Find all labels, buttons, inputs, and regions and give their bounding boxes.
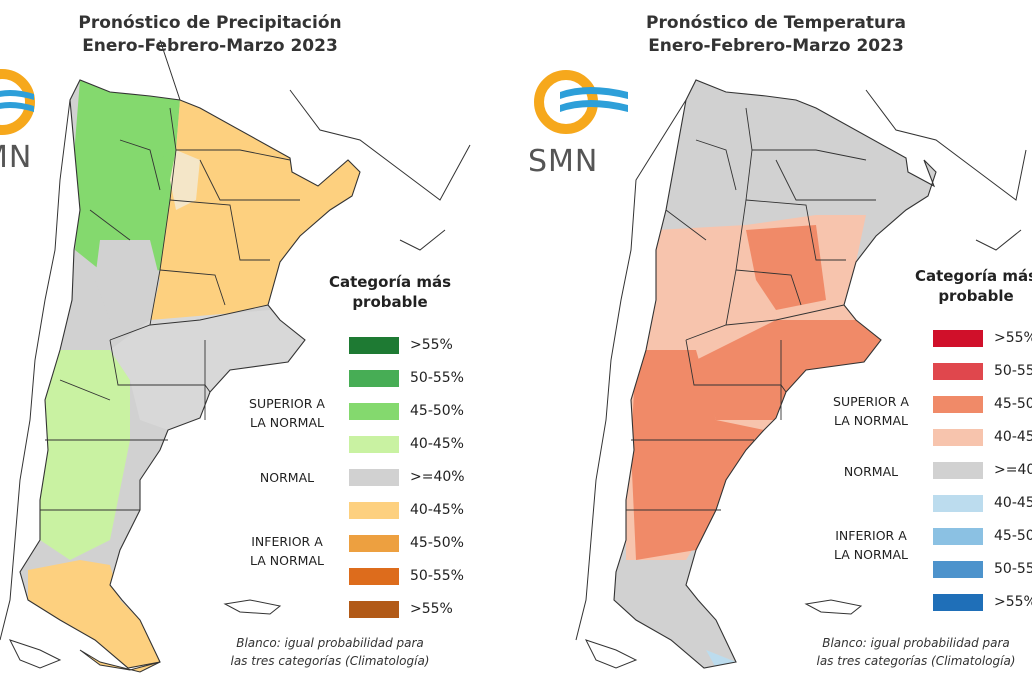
legend-item: 40-45% [932, 491, 1032, 515]
page-title: Pronóstico de Precipitación Enero-Febrer… [40, 12, 380, 58]
label-normal: NORMAL [259, 470, 315, 485]
legend-title-line-1: Categoría más [328, 273, 452, 291]
legend-swatch [348, 368, 400, 388]
legend-item: >55% [932, 590, 1032, 614]
note-line-1: Blanco: igual probabilidad para [236, 636, 424, 650]
smn-logo [0, 69, 35, 135]
legend-label: >55% [994, 330, 1032, 346]
legend-item: 40-45% [348, 432, 464, 456]
legend-swatch [932, 427, 984, 447]
legend-swatch [932, 394, 984, 414]
legend-swatch [932, 526, 984, 546]
legend-item: 45-50% [348, 399, 464, 423]
legend-label: 45-50% [410, 535, 464, 551]
precipitation-forecast-panel: SMN Pronóstico de Precipitación Enero-Fe… [0, 12, 471, 673]
legend-swatch [348, 566, 400, 586]
legend-label: 50-55% [410, 370, 464, 386]
smn-logo [534, 70, 628, 134]
legend-swatch [348, 434, 400, 454]
legend-label: 40-45% [994, 429, 1032, 445]
logo-text: SMN [0, 140, 33, 175]
note-line-2: las tres categorías (Climatología) [230, 654, 430, 668]
legend-item: >55% [348, 597, 453, 621]
legend-swatch [932, 493, 984, 513]
legend-title-line-2: probable [938, 287, 1014, 305]
label-inferior: INFERIOR A LA NORMAL [834, 528, 908, 562]
logo-wave-1 [560, 87, 628, 99]
logo-wave-2 [0, 102, 34, 112]
legend-item: 40-45% [932, 425, 1032, 449]
legend-label: >55% [994, 594, 1032, 610]
label-normal: NORMAL [843, 464, 899, 479]
legend-label: 50-55% [994, 363, 1032, 379]
legend-label: 40-45% [994, 495, 1032, 511]
note-line-1: Blanco: igual probabilidad para [822, 636, 1010, 650]
legend-swatch [348, 467, 400, 487]
legend-item: 50-55% [348, 564, 464, 588]
legend-swatch [348, 533, 400, 553]
legend-label: 45-50% [994, 528, 1032, 544]
climatology-note: Blanco: igual probabilidad para las tres… [200, 634, 460, 670]
legend-swatch [932, 460, 984, 480]
legend-swatch [348, 500, 400, 520]
legend-label: 40-45% [410, 502, 464, 518]
label-inferior: INFERIOR A LA NORMAL [250, 534, 324, 568]
logo-text: SMN [528, 144, 599, 179]
legend-title: Categoría más probable [901, 266, 1032, 306]
temperature-forecast-panel: SMN Pronóstico de Temperatura Enero-Febr… [516, 0, 1032, 688]
legend-item: >=40% [932, 458, 1032, 482]
legend-label: >=40% [410, 469, 465, 485]
page-title: Pronóstico de Temperatura Enero-Febrero-… [626, 12, 926, 58]
logo-wave-2 [560, 100, 628, 112]
legend-item: 45-50% [348, 531, 464, 555]
note-line-2: las tres categorías (Climatología) [816, 654, 1016, 668]
legend-swatch [348, 335, 400, 355]
title-line-2: Enero-Febrero-Marzo 2023 [82, 36, 338, 56]
title-line-1: Pronóstico de Temperatura [646, 13, 906, 33]
legend-swatch [932, 592, 984, 612]
legend-title-line-2: probable [352, 293, 428, 311]
legend-label: 40-45% [410, 436, 464, 452]
legend-item: 50-55% [348, 366, 464, 390]
legend-swatch [932, 328, 984, 348]
legend-label: >55% [410, 337, 453, 353]
legend-title: Categoría más probable [315, 272, 465, 312]
legend-item: 45-50% [932, 392, 1032, 416]
label-superior: SUPERIOR A LA NORMAL [833, 394, 909, 428]
legend-item: 50-55% [932, 359, 1032, 383]
temperature-map [575, 79, 1027, 669]
label-superior: SUPERIOR A LA NORMAL [249, 396, 325, 430]
legend-item: 40-45% [348, 498, 464, 522]
legend-item: >=40% [348, 465, 465, 489]
legend-label: 45-50% [994, 396, 1032, 412]
legend-label: >=40% [994, 462, 1032, 478]
legend-item: >55% [348, 333, 453, 357]
climatology-note: Blanco: igual probabilidad para las tres… [786, 634, 1032, 670]
title-line-1: Pronóstico de Precipitación [78, 13, 342, 33]
logo-wave-1 [0, 90, 34, 100]
legend-label: 50-55% [994, 561, 1032, 577]
legend-swatch [348, 599, 400, 619]
legend-label: 45-50% [410, 403, 464, 419]
legend-title-line-1: Categoría más [914, 267, 1032, 285]
legend-swatch [932, 559, 984, 579]
legend-swatch [348, 401, 400, 421]
legend-label: >55% [410, 601, 453, 617]
legend-item: >55% [932, 326, 1032, 350]
legend-item: 50-55% [932, 557, 1032, 581]
legend-label: 50-55% [410, 568, 464, 584]
precipitation-map [0, 39, 471, 673]
legend-swatch [932, 361, 984, 381]
legend-item: 45-50% [932, 524, 1032, 548]
title-line-2: Enero-Febrero-Marzo 2023 [648, 36, 904, 56]
logo-sun-ring [0, 69, 35, 135]
